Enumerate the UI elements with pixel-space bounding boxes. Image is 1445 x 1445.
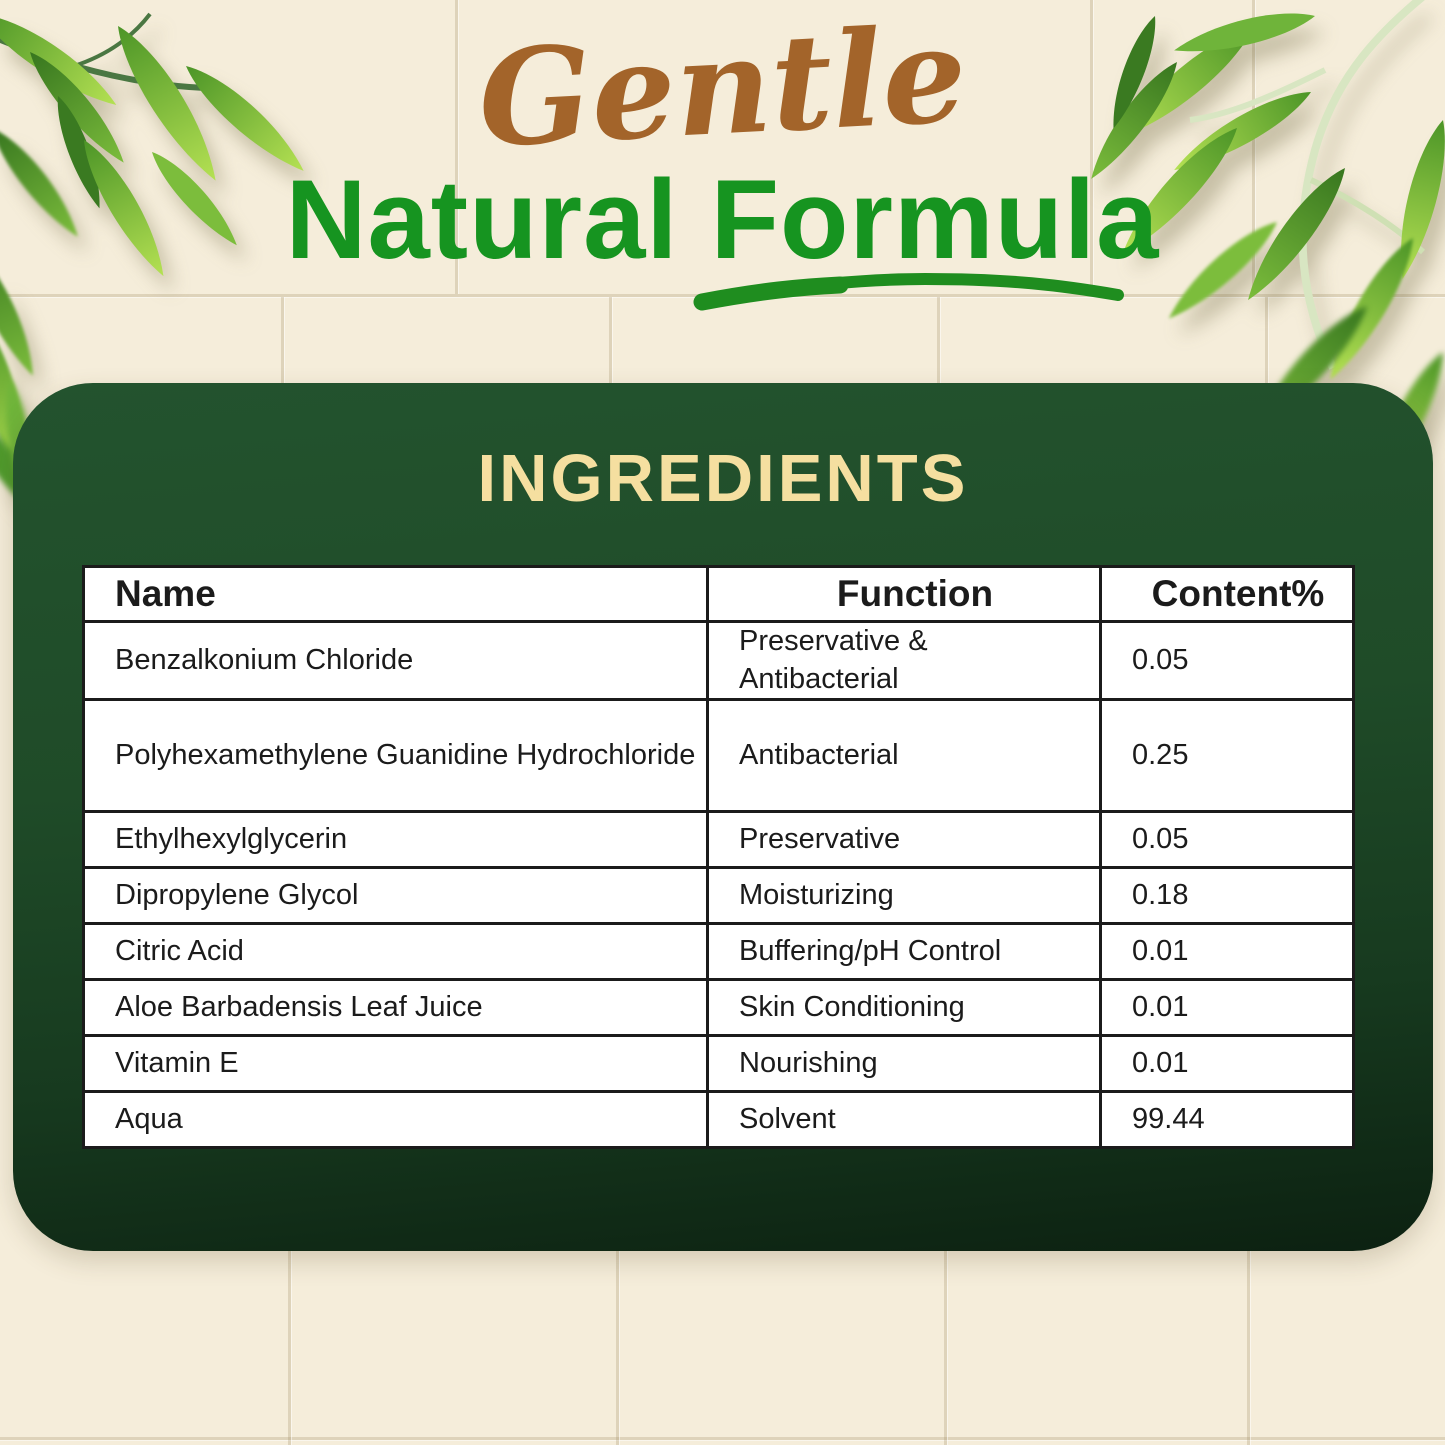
column-header-function: Function (706, 565, 1102, 623)
tile-grout-line (616, 1251, 619, 1445)
tile-grout-line (1252, 0, 1255, 294)
cell-name: Polyhexamethylene Guanidine Hydrochlorid… (82, 698, 709, 814)
ingredients-table: Name Function Content% Benzalkonium Chlo… (82, 565, 1355, 1150)
cell-function: Nourishing (706, 1034, 1102, 1094)
cell-function: Solvent (706, 1090, 1102, 1150)
column-header-name: Name (82, 565, 709, 623)
brush-underline-icon (693, 272, 1124, 311)
main-title: Natural Formula (285, 157, 1160, 282)
cell-content: 0.01 (1099, 922, 1355, 982)
tile-grout-line (1265, 297, 1268, 383)
cell-content: 0.01 (1099, 978, 1355, 1038)
cell-name: Dipropylene Glycol (82, 866, 709, 926)
cell-content: 0.25 (1099, 698, 1355, 814)
bamboo-leaves-top-left-icon (0, 0, 312, 528)
cell-name: Vitamin E (82, 1034, 709, 1094)
cell-function: Skin Conditioning (706, 978, 1102, 1038)
bamboo-leaves-top-right-icon (1082, 0, 1445, 500)
ingredients-heading: INGREDIENTS (477, 441, 969, 516)
cell-content: 99.44 (1099, 1090, 1355, 1150)
cell-function: Preservative & Antibacterial (706, 619, 1102, 702)
cell-function: Buffering/pH Control (706, 922, 1102, 982)
table-row: Polyhexamethylene Guanidine Hydrochlorid… (82, 698, 1355, 814)
cell-content: 0.18 (1099, 866, 1355, 926)
table-row: Vitamin E Nourishing 0.01 (82, 1034, 1355, 1094)
cell-content: 0.05 (1099, 810, 1355, 870)
tile-grout-line (0, 1437, 1445, 1440)
table-row: Benzalkonium Chloride Preservative & Ant… (82, 619, 1355, 702)
cell-name: Aqua (82, 1090, 709, 1150)
tile-grout-line (288, 1251, 291, 1445)
cell-name: Citric Acid (82, 922, 709, 982)
cell-function: Moisturizing (706, 866, 1102, 926)
table-row: Ethylhexylglycerin Preservative 0.05 (82, 810, 1355, 870)
tile-grout-line (609, 297, 612, 383)
cell-function: Preservative (706, 810, 1102, 870)
cell-content: 0.05 (1099, 619, 1355, 702)
tile-grout-line (1247, 1251, 1250, 1445)
cell-content: 0.01 (1099, 1034, 1355, 1094)
table-row: Aqua Solvent 99.44 (82, 1090, 1355, 1150)
table-row: Aloe Barbadensis Leaf Juice Skin Conditi… (82, 978, 1355, 1038)
cell-name: Aloe Barbadensis Leaf Juice (82, 978, 709, 1038)
table-row: Citric Acid Buffering/pH Control 0.01 (82, 922, 1355, 982)
tile-grout-line (944, 1251, 947, 1445)
cell-name: Ethylhexylglycerin (82, 810, 709, 870)
tile-grout-line (281, 297, 284, 383)
tile-grout-line (937, 297, 940, 383)
column-header-content: Content% (1099, 565, 1355, 623)
ingredients-panel: INGREDIENTS Name Function Content% Benza… (13, 383, 1433, 1251)
cell-function: Antibacterial (706, 698, 1102, 814)
cell-name: Benzalkonium Chloride (82, 619, 709, 702)
table-header-row: Name Function Content% (82, 565, 1355, 623)
table-row: Dipropylene Glycol Moisturizing 0.18 (82, 866, 1355, 926)
tile-grout-line (1090, 0, 1093, 294)
tile-grout-line (455, 0, 458, 294)
